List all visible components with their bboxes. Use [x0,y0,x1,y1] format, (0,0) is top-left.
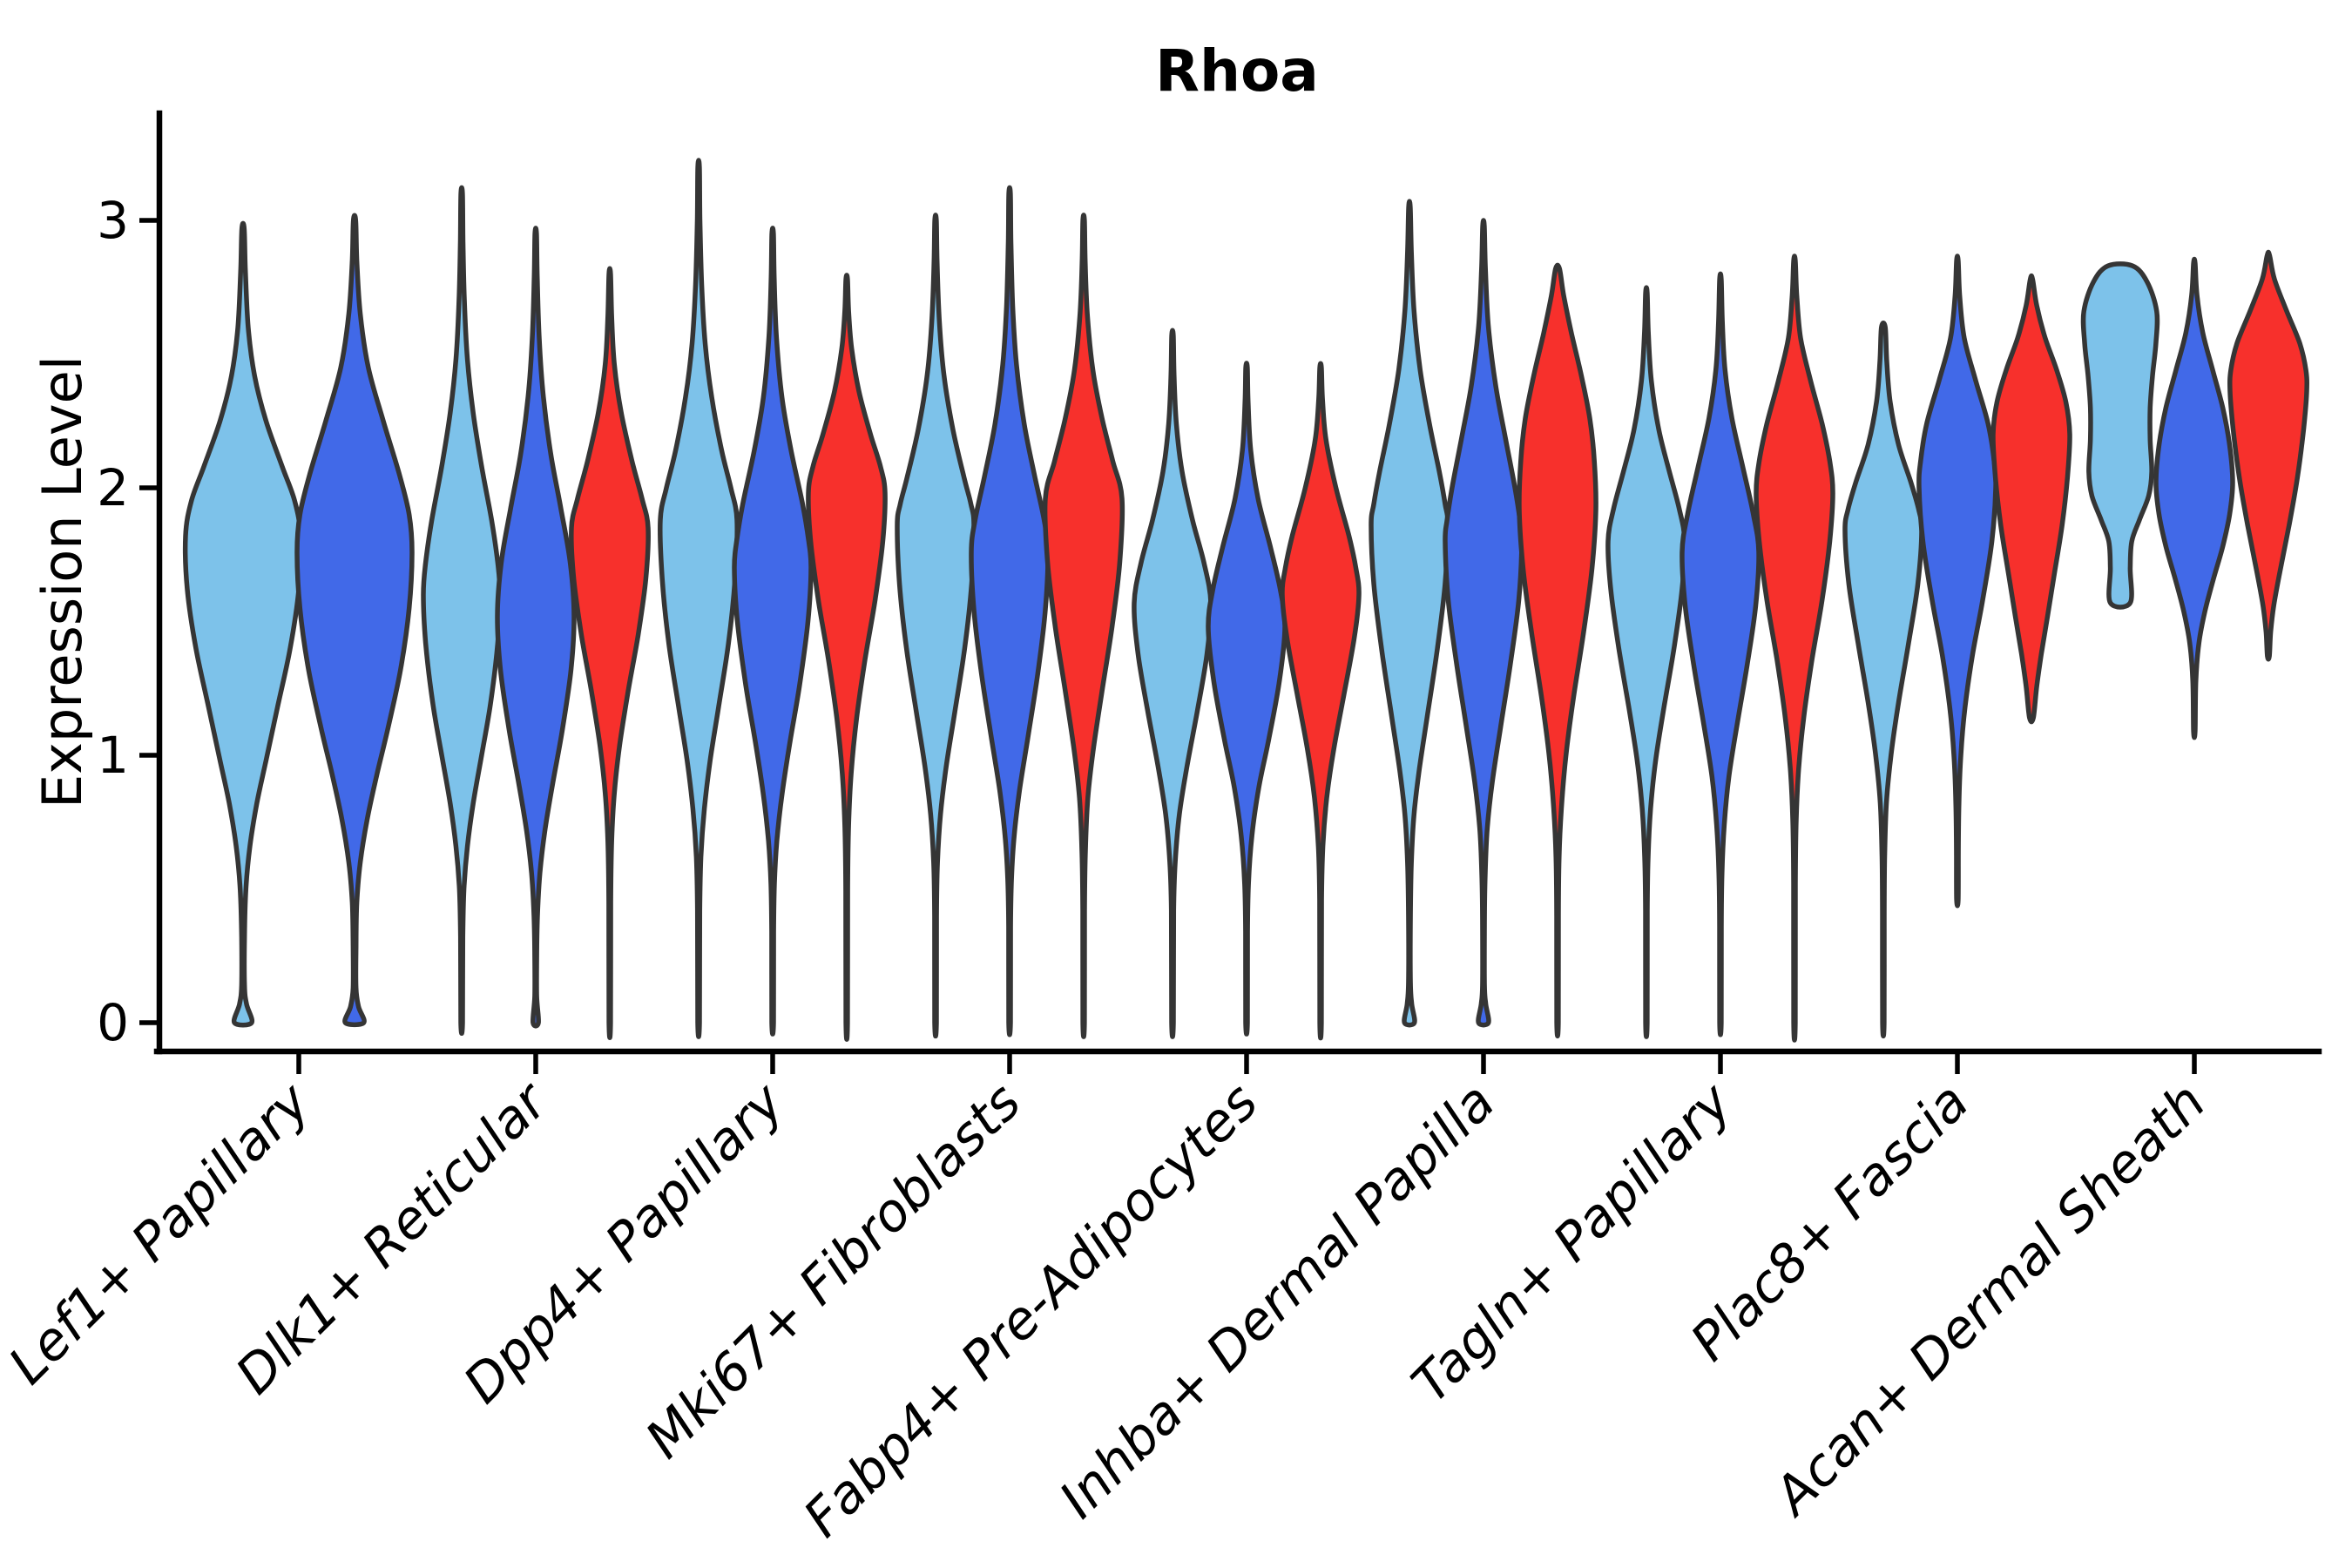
violin-dlk1-reticular-blue [495,226,577,1029]
x-tick-label-acan-dermal-sheath: Acan+ Dermal Sheath [1761,1071,2218,1529]
y-tick-label: 3 [97,191,129,250]
violin-dpp4-papillary-red [806,273,888,1042]
violin-inhba-dermal-papilla-red [1517,262,1598,1039]
x-tick-label-fabp4-pre-adipocytes: Fabp4+ Pre-Adipocytes [792,1071,1269,1549]
y-tick-label: 0 [97,993,129,1052]
violin-inhba-dermal-papilla-light-blue [1369,199,1450,1028]
violin-dpp4-papillary-light-blue [658,158,740,1039]
violin-dpp4-papillary-blue [732,226,814,1037]
violin-fabp4-pre-adipocytes-red [1280,361,1362,1041]
violin-acan-dermal-sheath-light-blue [2080,261,2160,610]
violin-dlk1-reticular-light-blue [421,185,503,1037]
violin-mki67-fibroblasts-light-blue [895,213,977,1039]
violin-inhba-dermal-papilla-blue [1443,218,1524,1028]
y-tick-labels: 0 1 2 3 [97,191,159,1052]
violin-tagln-papillary-red [1754,253,1835,1043]
violin-plac8-fascia-blue [1916,253,1998,909]
violin-lef1-papillary-light-blue [182,220,304,1028]
violin-plac8-fascia-light-blue [1842,321,1924,1039]
violin-fabp4-pre-adipocytes-light-blue [1132,328,1213,1039]
y-tick-label: 2 [97,458,129,517]
chart-title: Rhoa [1155,37,1319,105]
violin-acan-dermal-sheath-red [2227,249,2309,662]
violin-acan-dermal-sheath-blue [2153,256,2235,740]
x-tick-label-inhba-dermal-papilla: Inhba+ Dermal Papilla [1048,1071,1506,1530]
y-axis-label: Expression Level [30,355,94,808]
violin-fabp4-pre-adipocytes-blue [1206,361,1288,1037]
violin-plac8-fascia-red [1990,273,2072,725]
violin-dlk1-reticular-red [569,266,651,1040]
violin-tagln-papillary-blue [1680,271,1761,1037]
violin-mki67-fibroblasts-blue [969,185,1051,1037]
violin-mki67-fibroblasts-red [1042,213,1125,1039]
violin-lef1-papillary-blue [294,213,415,1028]
violins [182,158,2309,1043]
y-tick-label: 1 [97,726,129,785]
violin-tagln-papillary-light-blue [1605,285,1687,1039]
